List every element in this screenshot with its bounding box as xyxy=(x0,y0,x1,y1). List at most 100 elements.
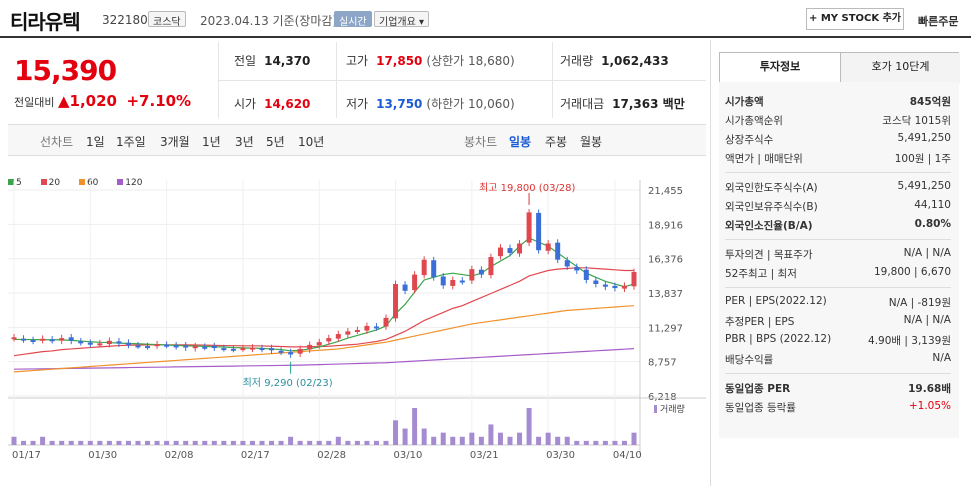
market-badge: 코스닥 xyxy=(148,11,186,28)
stat-amount: 거래대금 17,363 백만 xyxy=(560,97,685,111)
x-tick-label: 03/21 xyxy=(470,450,499,461)
my-stock-add-button[interactable]: + MY STOCK 추가 xyxy=(806,8,904,30)
tab-line-chart[interactable]: 선차트 xyxy=(40,135,74,149)
info-row-value: 845억원 xyxy=(909,96,951,108)
tab-daily[interactable]: 일봉 xyxy=(509,135,532,149)
tab-5year[interactable]: 5년 xyxy=(266,135,285,149)
info-row: 동일업종 PER 19.68배 xyxy=(725,381,951,397)
info-row-value: 100원 | 1주 xyxy=(894,153,951,165)
info-row-value: 0.80% xyxy=(914,218,951,230)
candle-body xyxy=(59,338,65,341)
candle-body xyxy=(440,276,446,286)
volume-bar xyxy=(450,436,456,445)
volume-bar xyxy=(402,428,408,445)
volume-bar xyxy=(173,440,179,445)
ma120-line xyxy=(13,348,635,370)
x-tick-label: 02/17 xyxy=(241,450,270,461)
candle-body xyxy=(106,340,112,345)
volume-bar xyxy=(574,440,580,445)
info-table: 시가총액 845억원 시가총액순위 코스닥 1015위 상장주식수 5,491,250 액면… xyxy=(719,82,959,438)
volume-bar xyxy=(431,436,437,445)
volume-bar xyxy=(135,440,141,445)
y-tick-label: 13,837 xyxy=(648,289,683,300)
volume-bar xyxy=(631,432,637,445)
volume-bar xyxy=(469,432,475,445)
info-row-value: N/A | N/A xyxy=(903,314,951,326)
tab-3month[interactable]: 3개월 xyxy=(160,135,190,149)
candle-body xyxy=(488,256,494,276)
candle-body xyxy=(402,284,408,291)
volume-bar xyxy=(192,440,198,445)
tab-weekly[interactable]: 주봉 xyxy=(545,135,568,149)
candle-body xyxy=(364,325,370,331)
volume-bar xyxy=(269,440,275,445)
info-row-value: 4.90배 | 3,139원 xyxy=(868,335,951,347)
tab-3year[interactable]: 3년 xyxy=(235,135,254,149)
info-row: 외국인한도주식수(A) 5,491,250 xyxy=(725,180,951,196)
candle-body xyxy=(421,259,427,276)
volume-bar xyxy=(49,440,55,445)
info-row-value: 19,800 | 6,670 xyxy=(873,266,951,278)
volume-bar xyxy=(564,436,570,445)
volume-bar xyxy=(507,436,513,445)
info-row-label: 투자의견 | 목표주가 xyxy=(725,249,813,261)
volume-bar xyxy=(240,440,246,445)
volume-bar xyxy=(478,436,484,445)
volume-bar xyxy=(249,440,255,445)
company-overview-button[interactable]: 기업개요 ▾ xyxy=(374,11,429,28)
volume-bar xyxy=(383,440,389,445)
price-change: 전일대비 ▲1,020 +7.10% xyxy=(14,92,191,110)
tab-monthly[interactable]: 월봉 xyxy=(580,135,603,149)
candle-body xyxy=(221,348,227,351)
tab-orderbook[interactable]: 호가 10단계 xyxy=(840,53,960,83)
quick-order-button[interactable]: 빠른주문 xyxy=(918,15,959,28)
candle-body xyxy=(574,266,580,271)
change-label: 전일대비 xyxy=(14,96,55,109)
tab-10year[interactable]: 10년 xyxy=(298,135,325,149)
volume-bar xyxy=(393,420,399,445)
candle-body xyxy=(21,338,27,341)
volume-bar xyxy=(335,436,341,445)
y-tick-label: 8,757 xyxy=(648,358,677,369)
candle-body xyxy=(68,337,74,341)
candle-body xyxy=(40,338,46,341)
candle-body xyxy=(154,344,160,347)
realtime-badge[interactable]: 실시간 xyxy=(334,11,372,28)
tab-1week[interactable]: 1주일 xyxy=(116,135,146,149)
info-row-label: 외국인소진율(B/A) xyxy=(725,220,813,232)
x-tick-label: 02/28 xyxy=(317,450,346,461)
volume-bar xyxy=(583,440,589,445)
y-tick-label: 18,916 xyxy=(648,220,683,231)
info-row-value: N/A xyxy=(932,352,951,364)
info-row-value: 코스닥 1015위 xyxy=(882,115,951,127)
volume-bar xyxy=(40,436,46,445)
candle-body xyxy=(602,284,608,287)
tab-1year[interactable]: 1년 xyxy=(202,135,221,149)
tab-1day[interactable]: 1일 xyxy=(86,135,105,149)
legend-ma120: 120 xyxy=(117,178,150,188)
candle-body xyxy=(536,212,542,251)
info-row: 배당수익률 N/A xyxy=(725,352,951,368)
info-row-label: 동일업종 PER xyxy=(725,383,791,395)
candle-body xyxy=(211,346,217,349)
candle-body xyxy=(183,345,189,348)
volume-bar xyxy=(612,440,618,445)
volume-bar xyxy=(621,440,627,445)
volume-bar xyxy=(459,436,465,445)
info-row: PER | EPS(2022.12) N/A | -819원 xyxy=(725,295,951,311)
info-divider xyxy=(725,287,951,288)
volume-bar xyxy=(145,440,151,445)
candle-body xyxy=(288,352,294,355)
stock-code: 322180 xyxy=(102,13,148,27)
candle-body xyxy=(478,269,484,275)
volume-bar xyxy=(21,440,27,445)
legend-ma20: 20 xyxy=(40,178,68,188)
tab-investment-info[interactable]: 투자정보 xyxy=(720,53,840,83)
volume-bar xyxy=(345,440,351,445)
info-row-label: 외국인한도주식수(A) xyxy=(725,182,818,194)
candle-body xyxy=(621,285,627,289)
tab-candle-chart[interactable]: 봉차트 xyxy=(464,135,498,149)
volume-bar xyxy=(125,440,131,445)
stock-chart[interactable]: 21,45518,91616,37613,83711,2978,7576,218… xyxy=(8,170,706,486)
candle-body xyxy=(192,346,198,349)
